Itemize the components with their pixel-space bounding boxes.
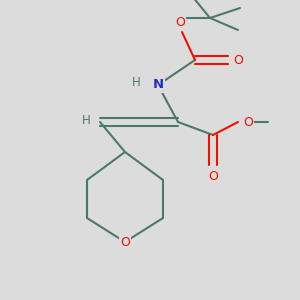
Text: O: O — [175, 16, 185, 28]
Text: N: N — [152, 79, 164, 92]
Text: H: H — [132, 76, 140, 89]
Text: O: O — [120, 236, 130, 248]
Text: H: H — [82, 113, 90, 127]
Text: O: O — [208, 170, 218, 184]
Text: O: O — [233, 53, 243, 67]
Text: O: O — [243, 116, 253, 128]
